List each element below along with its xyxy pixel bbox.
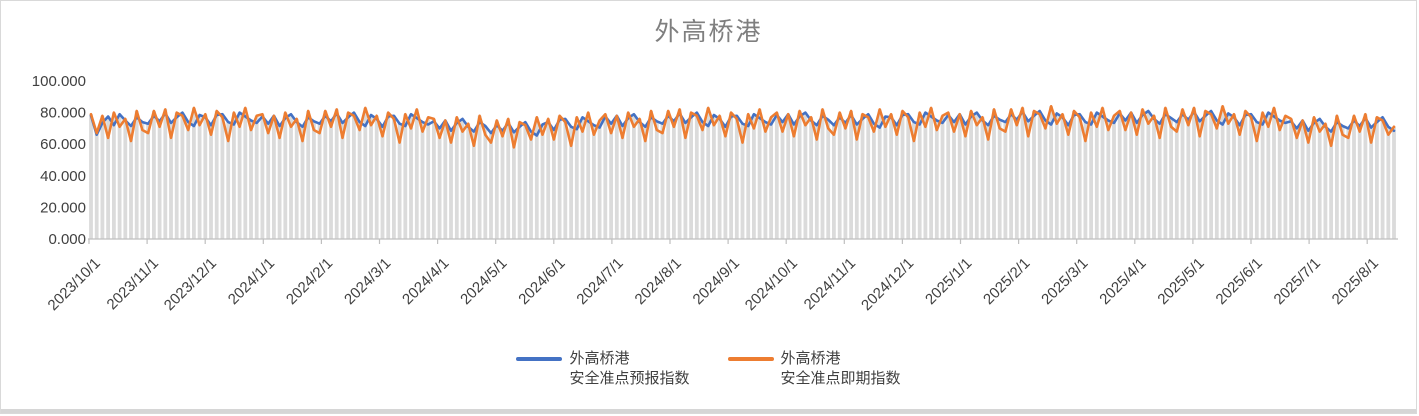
x-axis-label: 2023/11/1: [104, 255, 162, 313]
x-axis-label: 2025/4/1: [1096, 255, 1149, 308]
spot-series-label-line1: 外高桥港: [780, 350, 841, 367]
y-axis-label: 100.000: [32, 73, 86, 90]
y-axis-label: 80.000: [40, 105, 86, 122]
x-axis-label: 2024/9/1: [690, 255, 743, 308]
x-axis-label: 2024/4/1: [399, 255, 452, 308]
forecast-series-label-line2: 安全准点预报指数: [569, 370, 690, 387]
x-axis-label: 2025/5/1: [1154, 255, 1207, 308]
legend-item-spot[interactable]: 外高桥港 安全准点即期指数: [727, 349, 901, 389]
x-axis-label: 2024/3/1: [341, 255, 394, 308]
chart-title: 外高桥港: [654, 18, 763, 46]
x-axis-label: 2024/6/1: [515, 255, 568, 308]
x-axis-label: 2024/5/1: [457, 255, 510, 308]
forecast-series-label-line1: 外高桥港: [569, 350, 630, 367]
x-axis-label: 2025/2/1: [980, 255, 1033, 308]
series-line-spot: [89, 105, 1396, 149]
y-axis-label: 0.000: [48, 231, 86, 248]
spot-series-swatch-icon: [727, 357, 774, 361]
x-axis-label: 2024/10/1: [742, 255, 801, 314]
x-axis-label: 2025/8/1: [1329, 255, 1382, 308]
spot-series-label-line2: 安全准点即期指数: [780, 370, 901, 387]
x-axis-label: 2024/12/1: [858, 255, 917, 314]
drop-lines: [89, 106, 1396, 239]
x-axis-label: 2024/7/1: [573, 255, 626, 308]
x-axis-label: 2023/10/1: [45, 255, 104, 314]
x-axis-label: 2025/7/1: [1271, 255, 1324, 308]
x-axis-label: 2025/6/1: [1213, 255, 1266, 308]
y-axis-label: 60.000: [40, 136, 86, 153]
plot-area: 0.000 20.000 40.000 60.000 80.000 100.000 2023…: [32, 73, 1398, 314]
spot-series-label: 外高桥港 安全准点即期指数: [781, 349, 901, 389]
legend-item-forecast[interactable]: 外高桥港 安全准点预报指数: [516, 349, 690, 389]
x-axis-label: 2024/1/1: [225, 255, 278, 308]
x-axis-ticks: [88, 239, 1368, 244]
legend: 外高桥港 安全准点预报指数 外高桥港 安全准点即期指数: [1, 349, 1416, 389]
x-axis-label: 2024/8/1: [632, 255, 685, 308]
y-axis-label: 40.000: [40, 168, 86, 185]
x-axis-label: 2023/12/1: [161, 255, 220, 314]
y-axis-label: 20.000: [40, 199, 86, 216]
bottom-edge-strip: [1, 409, 1416, 413]
x-axis-label: 2024/11/1: [801, 255, 859, 313]
x-axis-label: 2024/2/1: [283, 255, 336, 308]
forecast-series-label: 外高桥港 安全准点预报指数: [569, 349, 689, 389]
x-axis-label: 2025/3/1: [1038, 255, 1091, 308]
x-axis-label: 2025/1/1: [922, 255, 975, 308]
forecast-series-swatch-icon: [516, 357, 563, 361]
